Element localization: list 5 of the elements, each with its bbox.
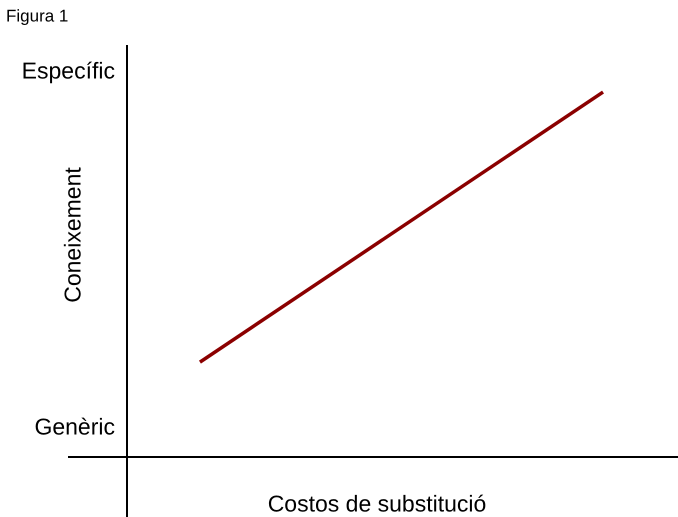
annotation: Genèric — [34, 413, 115, 440]
chart-title: Figura 1 — [6, 6, 68, 26]
y-axis-title: Coneixement — [59, 166, 86, 303]
text: Específic — [22, 57, 115, 84]
x-axis-title: Costos de substitució — [268, 490, 486, 516]
